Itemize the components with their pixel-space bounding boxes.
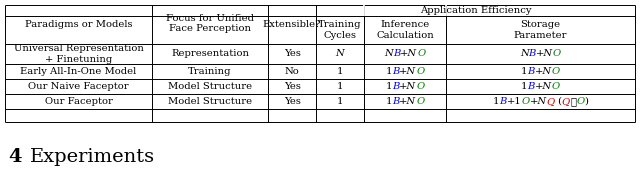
Text: O: O bbox=[417, 82, 424, 91]
Text: N: N bbox=[384, 49, 393, 59]
Text: B: B bbox=[392, 97, 399, 106]
Text: O: O bbox=[576, 97, 584, 106]
Text: N: N bbox=[335, 49, 344, 59]
Text: 1: 1 bbox=[385, 82, 392, 91]
Text: Training: Training bbox=[188, 67, 232, 76]
Text: +N: +N bbox=[399, 82, 417, 91]
Text: 1: 1 bbox=[385, 97, 392, 106]
Text: B: B bbox=[499, 97, 506, 106]
Text: O: O bbox=[521, 97, 529, 106]
Text: Q: Q bbox=[547, 97, 555, 106]
Text: O: O bbox=[417, 97, 424, 106]
Text: ≪: ≪ bbox=[570, 97, 576, 106]
Text: O: O bbox=[552, 82, 560, 91]
Text: +N: +N bbox=[401, 49, 417, 59]
Text: Yes: Yes bbox=[284, 97, 300, 106]
Text: B: B bbox=[527, 67, 535, 76]
Text: Application Efficiency: Application Efficiency bbox=[420, 6, 531, 15]
Text: +N: +N bbox=[535, 82, 552, 91]
Text: O: O bbox=[553, 49, 561, 59]
Text: 1: 1 bbox=[521, 67, 527, 76]
Text: +N: +N bbox=[529, 97, 547, 106]
Text: Yes: Yes bbox=[284, 82, 300, 91]
Text: Storage
Parameter: Storage Parameter bbox=[514, 20, 567, 40]
Text: O: O bbox=[417, 67, 424, 76]
Text: O: O bbox=[552, 67, 560, 76]
Text: 1: 1 bbox=[521, 82, 527, 91]
Text: 1: 1 bbox=[493, 97, 499, 106]
Text: +N: +N bbox=[399, 67, 417, 76]
Text: Training
Cycles: Training Cycles bbox=[318, 20, 362, 40]
Text: Q: Q bbox=[562, 97, 570, 106]
Text: Experiments: Experiments bbox=[30, 148, 155, 166]
Text: +1: +1 bbox=[506, 97, 521, 106]
Text: (: ( bbox=[555, 97, 562, 106]
Text: B: B bbox=[527, 82, 535, 91]
Text: Our Naive Faceptor: Our Naive Faceptor bbox=[28, 82, 129, 91]
Text: Universal Representation
+ Finetuning: Universal Representation + Finetuning bbox=[13, 44, 143, 64]
Text: Focus for Unified
Face Perception: Focus for Unified Face Perception bbox=[166, 14, 254, 33]
Text: 1: 1 bbox=[337, 67, 343, 76]
Text: B: B bbox=[393, 49, 401, 59]
Text: B: B bbox=[392, 67, 399, 76]
Text: B: B bbox=[529, 49, 536, 59]
Text: +N: +N bbox=[399, 97, 417, 106]
Text: Inference
Calculation: Inference Calculation bbox=[376, 20, 434, 40]
Text: No: No bbox=[285, 67, 300, 76]
Text: Model Structure: Model Structure bbox=[168, 82, 252, 91]
Text: Our Faceptor: Our Faceptor bbox=[45, 97, 113, 106]
Text: 4: 4 bbox=[8, 148, 22, 166]
Text: Early All-In-One Model: Early All-In-One Model bbox=[20, 67, 136, 76]
Text: 1: 1 bbox=[337, 97, 343, 106]
Text: Representation: Representation bbox=[171, 49, 249, 59]
Text: Yes: Yes bbox=[284, 49, 300, 59]
Text: +N: +N bbox=[535, 67, 552, 76]
Text: N: N bbox=[520, 49, 529, 59]
Text: ): ) bbox=[584, 97, 588, 106]
Text: O: O bbox=[417, 49, 426, 59]
Text: 1: 1 bbox=[385, 67, 392, 76]
Text: Paradigms or Models: Paradigms or Models bbox=[25, 20, 132, 29]
Text: Extensible?: Extensible? bbox=[263, 20, 321, 29]
Text: Model Structure: Model Structure bbox=[168, 97, 252, 106]
Text: +N: +N bbox=[536, 49, 553, 59]
Text: B: B bbox=[392, 82, 399, 91]
Text: 1: 1 bbox=[337, 82, 343, 91]
